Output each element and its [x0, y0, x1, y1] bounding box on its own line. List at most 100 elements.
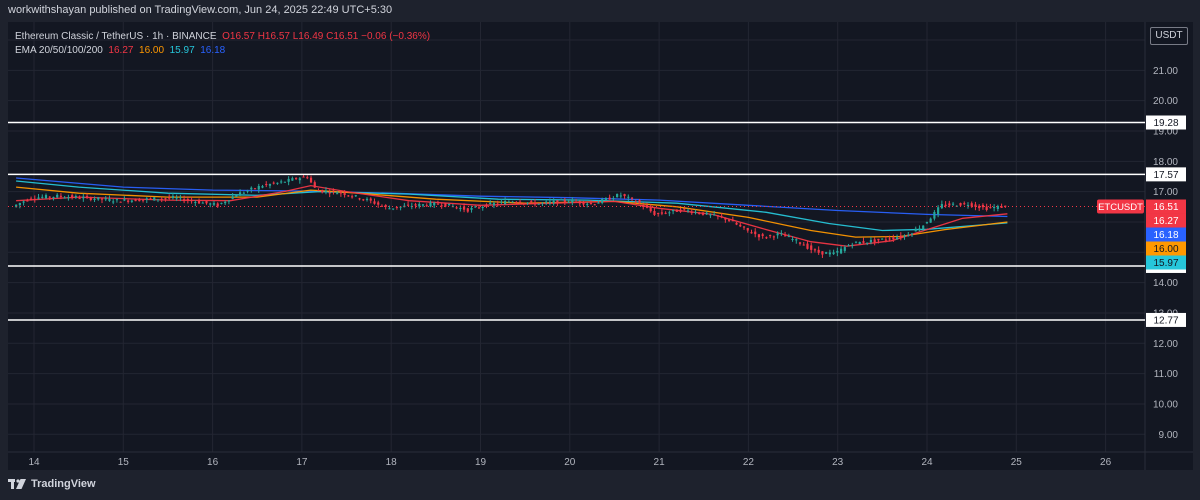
- legend-line-2: EMA 20/50/100/200 16.27 16.00 15.97 16.1…: [15, 44, 430, 58]
- candle-body: [250, 187, 253, 190]
- candle-body: [877, 238, 880, 241]
- candle-body: [365, 198, 369, 200]
- candle-body: [537, 203, 540, 205]
- candle-body: [933, 212, 936, 219]
- price-tag-box: [1146, 255, 1186, 270]
- candle-body: [948, 203, 951, 206]
- candle-body: [186, 199, 189, 201]
- candle-body: [828, 252, 831, 255]
- candle-body: [571, 200, 574, 203]
- publisher-line: workwithshayan published on TradingView.…: [8, 4, 393, 16]
- candle-body: [623, 194, 626, 197]
- x-tick-label: 26: [1100, 457, 1112, 468]
- candle-body: [511, 201, 514, 203]
- x-tick-label: 25: [1011, 457, 1023, 468]
- candle-body: [754, 231, 757, 235]
- currency-button[interactable]: USDT: [1150, 27, 1188, 45]
- candle-body: [362, 199, 365, 201]
- y-tick-label: 21.00: [1153, 66, 1178, 77]
- candle-body: [970, 203, 973, 207]
- candle-body: [1004, 205, 1007, 207]
- x-tick-label: 15: [118, 457, 130, 468]
- candle-body: [672, 209, 675, 212]
- candle-body: [989, 207, 992, 209]
- candle-body: [694, 211, 697, 213]
- candle-body: [462, 206, 466, 210]
- candle-body: [74, 196, 77, 198]
- legend-ema20: 16.27: [108, 45, 134, 56]
- candle-body: [410, 205, 413, 207]
- candle-body: [612, 198, 615, 200]
- candle-body: [597, 202, 600, 204]
- candle-body: [164, 198, 167, 200]
- legend-ema-label[interactable]: EMA 20/50/100/200: [15, 45, 103, 56]
- x-tick-label: 24: [921, 457, 933, 468]
- candle-body: [179, 197, 182, 199]
- candle-body: [518, 201, 522, 204]
- candle-body: [649, 207, 652, 212]
- candle-body: [522, 203, 525, 205]
- candle-body: [750, 232, 753, 234]
- candle-body: [130, 200, 133, 202]
- candle-body: [257, 186, 260, 190]
- candle-body: [246, 190, 249, 192]
- candle-body: [940, 204, 943, 209]
- y-tick-label: 9.00: [1159, 430, 1179, 441]
- candle-body: [481, 206, 484, 208]
- candle-body: [354, 195, 357, 197]
- candle-body: [287, 178, 290, 182]
- candle-body: [392, 208, 395, 210]
- candle-body: [657, 213, 660, 215]
- candle-body: [802, 244, 805, 246]
- x-tick-label: 20: [564, 457, 576, 468]
- candle-body: [903, 235, 906, 237]
- candle-body: [93, 199, 96, 201]
- candle-body: [668, 212, 671, 214]
- candle-body: [780, 233, 783, 235]
- chart-panel[interactable]: [8, 22, 1193, 470]
- candle-body: [567, 202, 570, 204]
- candle-body: [847, 245, 850, 247]
- candle-body: [149, 198, 152, 200]
- candle-body: [216, 203, 219, 207]
- candle-body: [71, 195, 74, 198]
- candle-body: [914, 228, 917, 232]
- y-tick-label: 11.00: [1154, 369, 1179, 380]
- tradingview-logo[interactable]: TradingView: [8, 478, 96, 490]
- level-label: 12.77: [1153, 315, 1178, 326]
- ema200-line: [16, 177, 1008, 218]
- candle-body: [78, 198, 81, 200]
- candle-body: [843, 247, 846, 251]
- candle-body: [138, 199, 141, 202]
- candle-body: [97, 197, 100, 200]
- candle-body: [261, 186, 264, 188]
- candle-body: [141, 199, 145, 201]
- price-tag: 15.97: [1153, 258, 1178, 269]
- candle-body: [294, 178, 298, 180]
- ema50-line: [16, 186, 1008, 238]
- price-tag-box: [1146, 227, 1186, 242]
- candle-body: [448, 203, 451, 206]
- candle-body: [806, 243, 809, 249]
- candle-body: [380, 205, 384, 207]
- candle-body: [85, 196, 89, 198]
- candle-body: [358, 198, 361, 200]
- candle-body: [727, 219, 731, 221]
- level-label-box: [1146, 312, 1186, 327]
- symbol-tag: ETCUSDT: [1098, 202, 1143, 213]
- candle-body: [560, 199, 563, 201]
- candle-body: [985, 206, 988, 211]
- candle-body: [1000, 206, 1003, 208]
- candle-body: [377, 202, 380, 205]
- candle-body: [82, 196, 85, 199]
- legend-symbol[interactable]: Ethereum Classic / TetherUS · 1h · BINAN…: [15, 31, 217, 42]
- candle-body: [862, 241, 865, 243]
- candle-body: [895, 237, 899, 240]
- candle-body: [276, 182, 279, 184]
- candle-body: [858, 241, 861, 244]
- candle-body: [440, 205, 443, 207]
- price-tag-box: [1146, 241, 1186, 256]
- candle-body: [504, 200, 507, 205]
- candle-body: [399, 206, 402, 208]
